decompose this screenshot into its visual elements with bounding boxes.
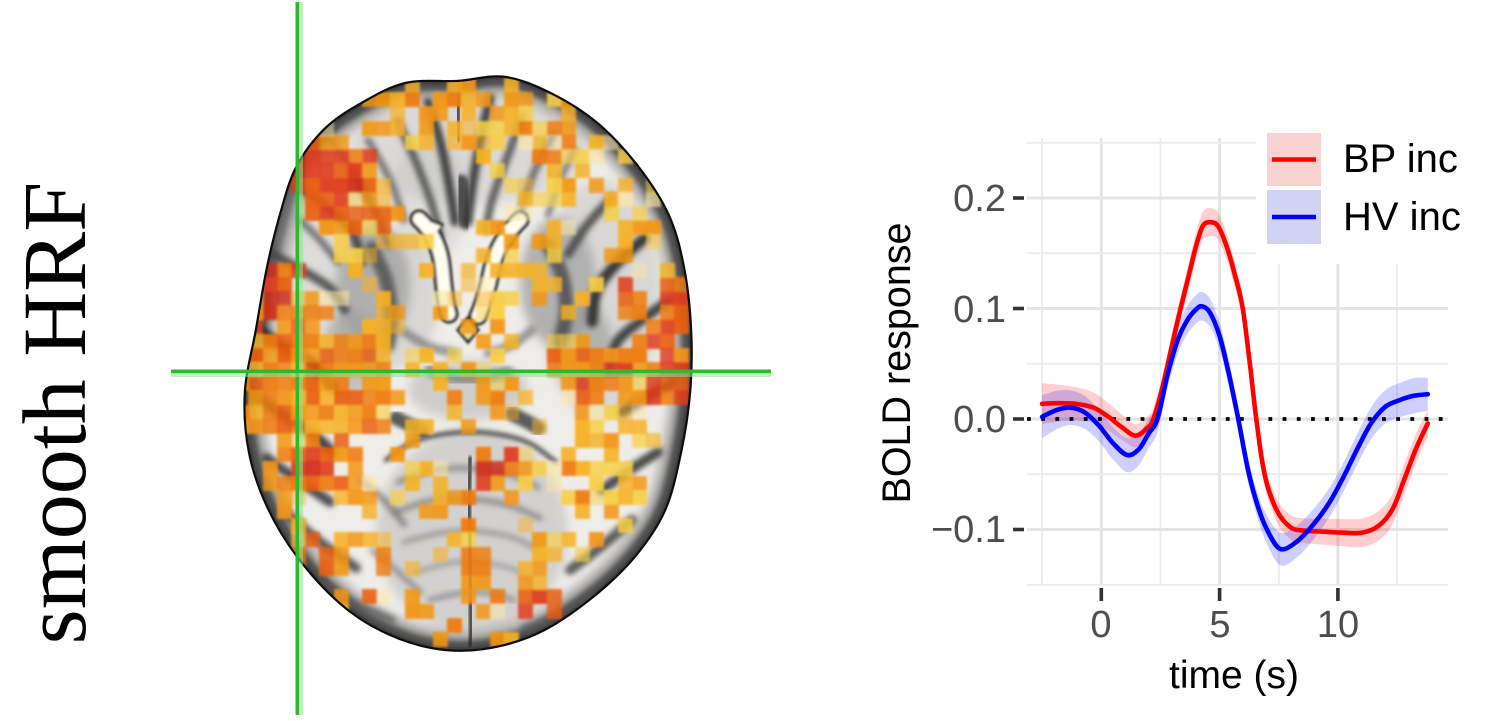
svg-text:time (s): time (s)	[1169, 654, 1299, 697]
svg-text:0.1: 0.1	[953, 289, 1006, 331]
svg-text:0: 0	[1090, 604, 1111, 646]
svg-text:5: 5	[1209, 604, 1230, 646]
svg-text:HV inc: HV inc	[1343, 195, 1461, 239]
svg-text:smooth HRF: smooth HRF	[6, 182, 105, 645]
svg-text:0.2: 0.2	[953, 178, 1006, 220]
svg-text:0.0: 0.0	[953, 399, 1006, 441]
svg-text:−0.1: −0.1	[931, 509, 1006, 551]
svg-text:BP inc: BP inc	[1343, 137, 1458, 181]
svg-text:10: 10	[1317, 604, 1359, 646]
svg-text:BOLD response: BOLD response	[875, 222, 919, 503]
